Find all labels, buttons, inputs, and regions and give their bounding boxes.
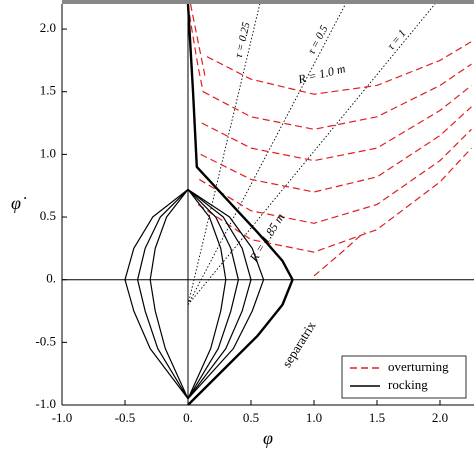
overturning-curve: [206, 41, 472, 95]
x-tick-label: 1.5: [369, 410, 385, 425]
overturning-curve: [189, 4, 207, 80]
y-tick-label: 1.5: [40, 83, 56, 98]
separatrix-curve: [186, 4, 294, 405]
tau-line: [187, 4, 261, 305]
legend: overturning rocking: [341, 355, 467, 399]
legend-box: [341, 355, 467, 399]
y-tick-label: 0.5: [40, 208, 56, 223]
tau-label: τ = 0.25: [233, 21, 253, 59]
y-axis-label: φ̇: [11, 193, 27, 213]
y-tick-label: 1.0: [40, 145, 56, 160]
rocking-curve: [187, 188, 265, 400]
x-tick-label: -1.0: [52, 410, 73, 425]
tau-label: τ = 1: [385, 27, 408, 52]
overturning-curve: [197, 147, 472, 253]
y-tick-label: -0.5: [35, 333, 56, 348]
x-tick-label: -0.5: [115, 410, 136, 425]
overturning-curve: [202, 63, 472, 130]
plot-area: [124, 4, 472, 405]
top-bar: [62, 0, 474, 4]
y-tick-label: -1.0: [35, 396, 56, 411]
x-tick-label: 2.0: [432, 410, 448, 425]
overturning-curve: [313, 231, 365, 277]
overturning-curve: [201, 84, 472, 162]
overturning-curve: [199, 128, 472, 224]
x-axis-label: φ: [263, 428, 273, 448]
x-tick-label: 0.5: [243, 410, 259, 425]
legend-label: rocking: [388, 377, 428, 392]
x-tick-label: 1.0: [306, 410, 322, 425]
y-tick-label: 0.: [46, 271, 56, 286]
x-tick-label: 0.: [183, 410, 193, 425]
annotation: R = 1.85 m: [246, 210, 287, 264]
tau-label: τ = 0.5: [306, 23, 331, 56]
overturning-curve: [200, 106, 472, 193]
annotation: R = 1.0 m: [296, 61, 347, 87]
tau-line: [187, 4, 346, 305]
y-tick-label: 2.0: [40, 20, 56, 35]
separatrix-label: separatrix: [279, 318, 319, 370]
legend-label: overturning: [388, 359, 449, 374]
